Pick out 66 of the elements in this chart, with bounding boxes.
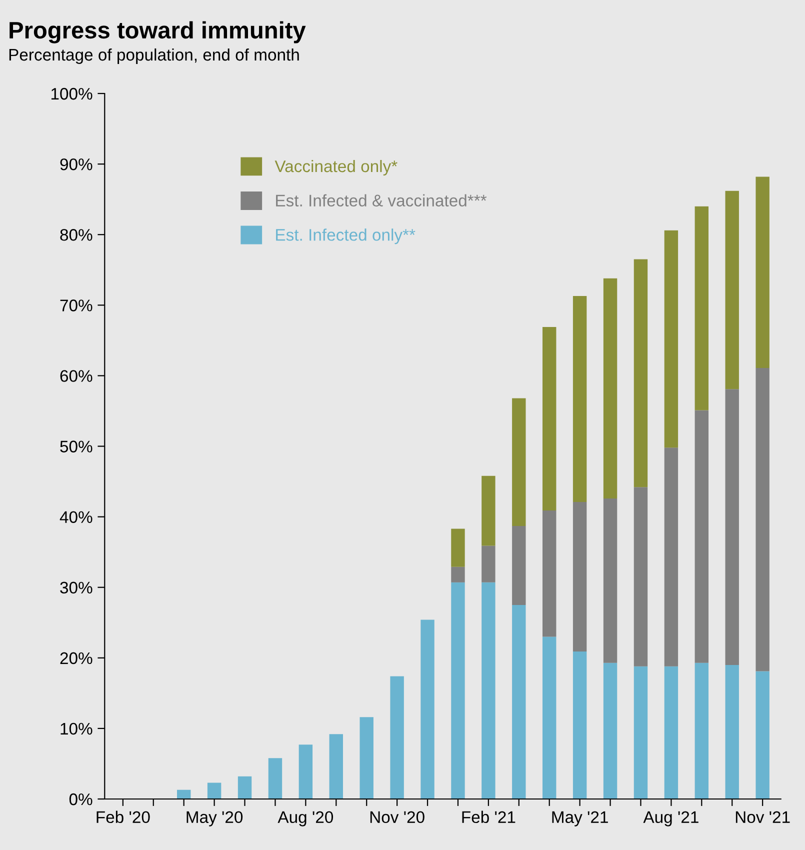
bar: [725, 664, 739, 799]
bar: [451, 582, 465, 799]
bar: [238, 776, 252, 799]
bar: [725, 190, 739, 390]
bar: [512, 526, 526, 605]
bar: [329, 734, 343, 799]
bar: [298, 744, 313, 799]
bar: [603, 498, 618, 663]
bar: [207, 782, 222, 799]
y-tick-label: 0%: [69, 793, 92, 806]
bar: [694, 410, 709, 663]
y-tick-label: 20%: [60, 652, 92, 664]
y-tick-label: 30%: [60, 582, 92, 594]
bar: [482, 582, 496, 799]
bar: [603, 662, 618, 799]
bar: [542, 636, 556, 799]
bar: [572, 502, 587, 652]
bar: [756, 368, 770, 672]
x-tick-label: Feb '20: [96, 810, 150, 824]
bar: [268, 758, 282, 799]
bar: [512, 604, 526, 799]
bar: [176, 790, 191, 799]
bar: [634, 259, 648, 488]
bar: [390, 676, 404, 799]
bar: [664, 448, 678, 666]
bar: [694, 662, 709, 799]
x-tick-label: May '20: [186, 811, 243, 826]
bar: [634, 666, 648, 799]
y-tick-label: 90%: [60, 158, 92, 170]
y-tick-label: 60%: [60, 370, 92, 382]
y-tick-label: 10%: [60, 722, 92, 735]
bar: [694, 206, 709, 410]
bar: [572, 652, 587, 799]
legend-label: Est. Infected & vaccinated***: [276, 194, 487, 207]
bar: [725, 389, 739, 665]
x-tick-label: Nov '20: [370, 811, 424, 824]
legend-label: Vaccinated only*: [274, 160, 398, 176]
bar: [360, 717, 374, 799]
bar: [482, 546, 496, 582]
bar: [451, 528, 465, 567]
x-tick-label: May '21: [552, 811, 608, 826]
y-tick-label: 100%: [51, 88, 92, 100]
bar: [572, 296, 587, 502]
bar: [512, 398, 526, 526]
bar: [542, 327, 556, 510]
bar: [482, 476, 496, 546]
x-tick-label: Aug '21: [643, 811, 698, 826]
bar: [542, 510, 556, 637]
bar: [756, 176, 770, 368]
chart-subtitle: Percentage of population, end of month: [9, 48, 299, 64]
y-tick-label: 70%: [60, 300, 92, 312]
bar: [634, 487, 648, 666]
bar: [603, 278, 618, 498]
bar: [451, 566, 465, 582]
x-tick-label: Feb '21: [462, 810, 516, 824]
bar: [664, 666, 678, 799]
bar: [756, 671, 770, 799]
legend-label: Est. Infected only**: [276, 228, 416, 244]
y-tick-label: 40%: [60, 511, 92, 524]
y-tick-label: 50%: [60, 440, 92, 452]
chart-title: Progress toward immunity: [10, 21, 306, 44]
y-tick-label: 80%: [60, 229, 92, 241]
x-tick-label: Aug '20: [278, 811, 334, 826]
bar: [420, 620, 434, 799]
x-tick-label: Nov '21: [736, 811, 790, 824]
bar: [664, 230, 678, 448]
